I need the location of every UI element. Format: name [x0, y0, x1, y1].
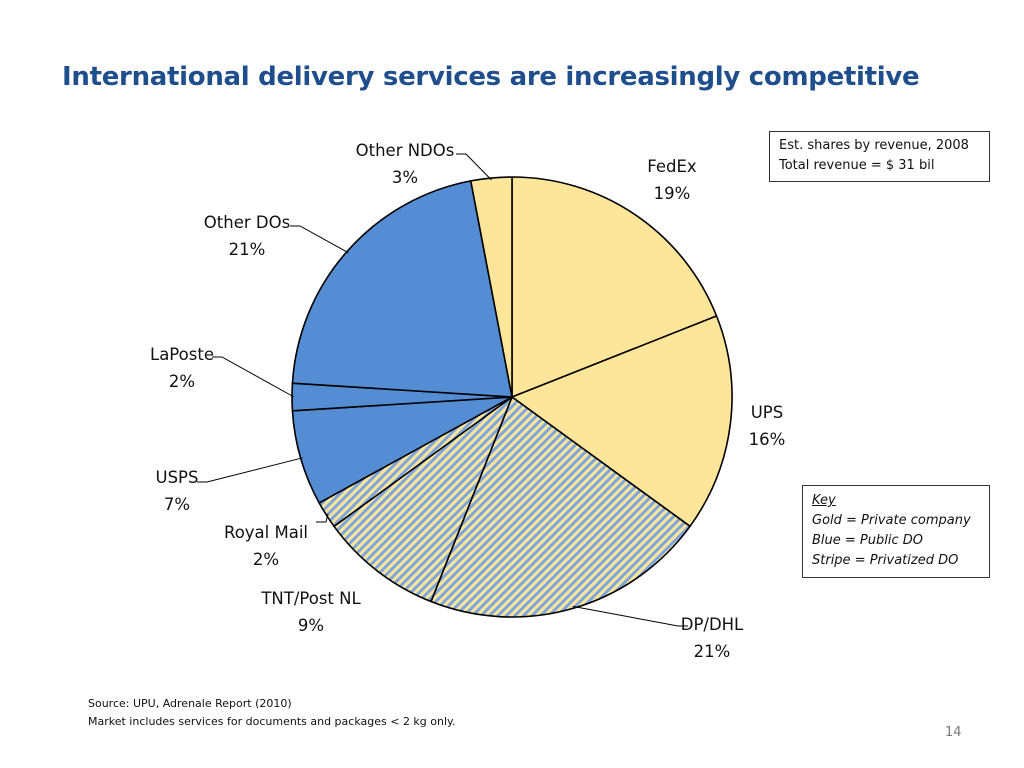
- slice-label-fedex: FedEx: [647, 157, 697, 176]
- slice-label-ups: UPS: [751, 403, 784, 422]
- slice-value-royal-mail: 2%: [253, 550, 279, 569]
- leader-line-laposte: [212, 356, 295, 398]
- leader-line-usps: [197, 457, 303, 483]
- slice-value-fedex: 19%: [654, 184, 691, 203]
- slice-value-dp-dhl: 21%: [694, 642, 731, 661]
- pie-slice-other-ndos: [469, 176, 513, 398]
- legend-key-box: Key Gold = Private company Blue = Public…: [802, 485, 990, 578]
- slice-label-other-ndos: Other NDOs: [356, 141, 455, 160]
- slice-label-laposte: LaPoste: [150, 345, 214, 364]
- slice-label-other-dos: Other DOs: [204, 213, 290, 232]
- leader-line-other-ndos: [456, 153, 492, 181]
- info-total-line: Total revenue = $ 31 bil: [779, 158, 935, 173]
- revenue-info-box: Est. shares by revenue, 2008 Total reven…: [769, 131, 990, 182]
- key-title: Key: [812, 493, 836, 508]
- key-blue: Blue = Public DO: [812, 533, 924, 548]
- key-stripe: Stripe = Privatized DO: [812, 553, 959, 568]
- market-note-line: Market includes services for documents a…: [88, 715, 456, 728]
- slice-value-usps: 7%: [164, 495, 190, 514]
- slide-title: International delivery services are incr…: [62, 62, 920, 92]
- page-number: 14: [945, 725, 962, 740]
- slice-value-laposte: 2%: [169, 372, 195, 391]
- pie-slice-dp-dhl: [430, 396, 691, 618]
- slice-label-dp-dhl: DP/DHL: [681, 615, 744, 634]
- slice-label-usps: USPS: [156, 468, 199, 487]
- pie-slice-tnt-post-nl: [333, 396, 513, 603]
- slice-value-tnt-post-nl: 9%: [298, 616, 324, 635]
- pie-slice-ups: [511, 315, 733, 528]
- slice-value-other-ndos: 3%: [392, 168, 418, 187]
- pie-slice-fedex: [511, 176, 718, 398]
- slice-value-other-dos: 21%: [229, 240, 266, 259]
- slice-label-tnt-post-nl: TNT/Post NL: [260, 589, 361, 608]
- slice-label-royal-mail: Royal Mail: [224, 523, 308, 542]
- slice-value-ups: 16%: [749, 430, 786, 449]
- leader-line-royal-mail: [316, 513, 329, 523]
- leader-line-dp-dhl: [572, 605, 688, 627]
- leader-line-other-dos: [290, 225, 349, 254]
- key-gold: Gold = Private company: [812, 513, 971, 528]
- source-note: Source: UPU, Adrenale Report (2010) Mark…: [88, 695, 455, 731]
- info-shares-line: Est. shares by revenue, 2008: [779, 138, 969, 153]
- source-line: Source: UPU, Adrenale Report (2010): [88, 697, 292, 710]
